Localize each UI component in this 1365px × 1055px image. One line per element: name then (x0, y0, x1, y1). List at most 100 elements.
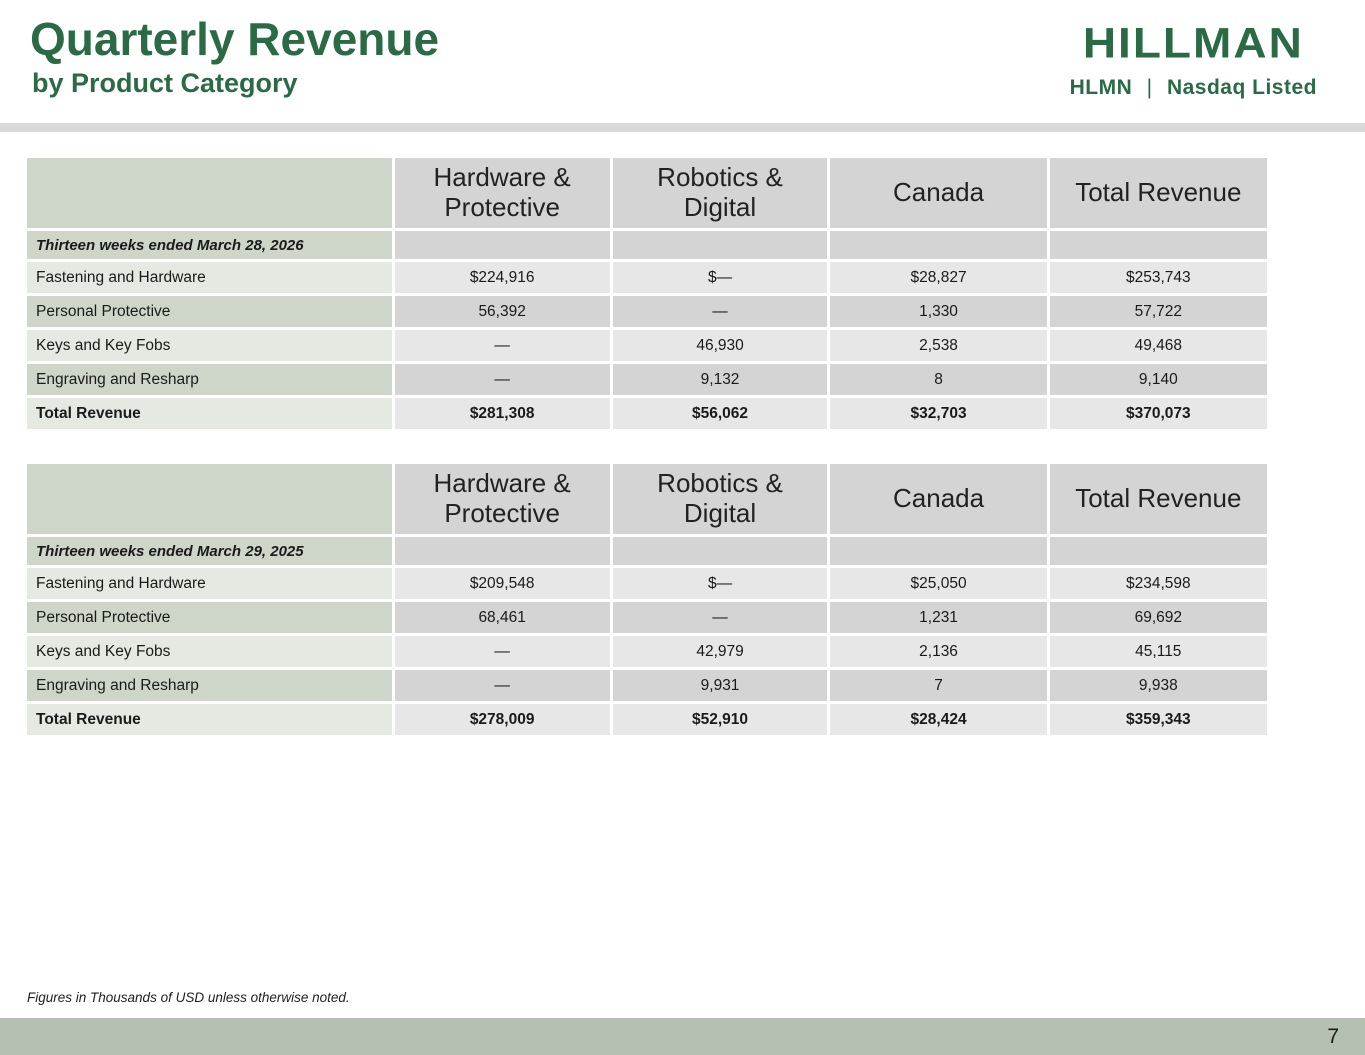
column-header: Canada (830, 464, 1047, 534)
cell-value: 69,692 (1049, 602, 1267, 633)
row-label: Keys and Key Fobs (27, 330, 392, 361)
column-header: Robotics & Digital (612, 158, 828, 228)
hillman-wordmark: HILLMAN (1082, 19, 1304, 67)
bottom-bar: 7 (0, 1018, 1365, 1055)
cell-value: 8 (830, 364, 1047, 395)
empty-cell (612, 537, 828, 565)
column-header: Canada (830, 158, 1047, 228)
total-value: $52,910 (612, 704, 828, 735)
row-label: Personal Protective (27, 296, 392, 327)
table-row: Total Revenue $278,009 $52,910 $28,424 $359,… (27, 704, 1267, 735)
cell-value: 7 (830, 670, 1047, 701)
table-row: Thirteen weeks ended March 28, 2026 (27, 231, 1267, 259)
revenue-table-1: Hardware & Protective Robotics & Digital C… (24, 155, 1270, 432)
column-header: Robotics & Digital (612, 464, 828, 534)
cell-value: 9,931 (612, 670, 828, 701)
cell-value: 1,231 (830, 602, 1047, 633)
cell-value: $28,827 (830, 262, 1047, 293)
cell-value: — (394, 364, 610, 395)
row-label: Fastening and Hardware (27, 262, 392, 293)
cell-value: 42,979 (612, 636, 828, 667)
cell-value: 2,136 (830, 636, 1047, 667)
cell-value: — (612, 602, 828, 633)
cell-value: — (394, 636, 610, 667)
row-label: Engraving and Resharp (27, 670, 392, 701)
total-value: $359,343 (1049, 704, 1267, 735)
cell-value: 1,330 (830, 296, 1047, 327)
table-row: Personal Protective 56,392—1,330 57,722 (27, 296, 1267, 327)
cell-value: 56,392 (394, 296, 610, 327)
table-row: Thirteen weeks ended March 29, 2025 (27, 537, 1267, 565)
cell-value: 9,938 (1049, 670, 1267, 701)
cell-value: $— (612, 568, 828, 599)
revenue-table-2: Hardware & Protective Robotics & Digital C… (24, 461, 1270, 738)
hillman-logo: HILLMAN HLMN | Nasdaq Listed (1070, 20, 1317, 100)
cell-value: 9,132 (612, 364, 828, 395)
total-value: $370,073 (1049, 398, 1267, 429)
period-label: Thirteen weeks ended March 29, 2025 (27, 537, 392, 565)
table-row: Personal Protective 68,461—1,231 69,692 (27, 602, 1267, 633)
cell-value: — (394, 670, 610, 701)
total-label: Total Revenue (27, 398, 392, 429)
period-label: Thirteen weeks ended March 28, 2026 (27, 231, 392, 259)
column-header: Hardware & Protective (394, 158, 610, 228)
page-number: 7 (1327, 1025, 1339, 1048)
cell-value: 57,722 (1049, 296, 1267, 327)
total-value: $281,308 (394, 398, 610, 429)
page-title: Quarterly Revenue (30, 13, 440, 65)
table-row: Total Revenue $281,308 $56,062 $32,703 $370,… (27, 398, 1267, 429)
nasdaq-listed-label: Nasdaq Listed (1166, 76, 1317, 99)
cell-value: $— (612, 262, 828, 293)
corner-cell (27, 158, 392, 228)
row-label: Keys and Key Fobs (27, 636, 392, 667)
cell-value: 68,461 (394, 602, 610, 633)
table-row: Hardware & Protective Robotics & Digital C… (27, 158, 1267, 228)
empty-cell (830, 537, 1047, 565)
table-row: Engraving and Resharp —9,931 7 9,938 (27, 670, 1267, 701)
cell-value: $209,548 (394, 568, 610, 599)
cell-value: $25,050 (830, 568, 1047, 599)
table-row: Fastening and Hardware $209,548 $— $25,050 $… (27, 568, 1267, 599)
cell-value: — (394, 330, 610, 361)
total-value: $278,009 (394, 704, 610, 735)
column-header: Total Revenue (1049, 464, 1267, 534)
cell-value: 46,930 (612, 330, 828, 361)
total-value: $32,703 (830, 398, 1047, 429)
table-row: Keys and Key Fobs —46,930 2,538 49,468 (27, 330, 1267, 361)
cell-value: 2,538 (830, 330, 1047, 361)
empty-cell (612, 231, 828, 259)
cell-value: 49,468 (1049, 330, 1267, 361)
empty-cell (1049, 231, 1267, 259)
cell-value: $224,916 (394, 262, 610, 293)
page-subtitle: by Product Category (32, 67, 298, 98)
table-row: Engraving and Resharp —9,132 8 9,140 (27, 364, 1267, 395)
empty-cell (394, 537, 610, 565)
header-divider (0, 123, 1365, 132)
total-value: $56,062 (612, 398, 828, 429)
cell-value: $234,598 (1049, 568, 1267, 599)
cell-value: $253,743 (1049, 262, 1267, 293)
cell-value: 9,140 (1049, 364, 1267, 395)
column-header: Total Revenue (1049, 158, 1267, 228)
total-value: $28,424 (830, 704, 1047, 735)
hillman-logo-subline: HLMN | Nasdaq Listed (1070, 76, 1317, 100)
table-row: Fastening and Hardware $224,916 $— $28,827 $… (27, 262, 1267, 293)
empty-cell (830, 231, 1047, 259)
total-label: Total Revenue (27, 704, 392, 735)
ticker-label: HLMN (1069, 76, 1133, 99)
row-label: Fastening and Hardware (27, 568, 392, 599)
table-row: Keys and Key Fobs —42,979 2,136 45,115 (27, 636, 1267, 667)
cell-value: 45,115 (1049, 636, 1267, 667)
table-row: Hardware & Protective Robotics & Digital C… (27, 464, 1267, 534)
slide-header: Quarterly Revenue by Product Category (30, 14, 439, 98)
row-label: Personal Protective (27, 602, 392, 633)
row-label: Engraving and Resharp (27, 364, 392, 395)
tables-area: Hardware & Protective Robotics & Digital C… (27, 158, 1267, 770)
footnote: Figures in Thousands of USD unless other… (27, 990, 350, 1005)
cell-value: — (612, 296, 828, 327)
corner-cell (27, 464, 392, 534)
ticker-separator: | (1146, 76, 1153, 99)
column-header: Hardware & Protective (394, 464, 610, 534)
empty-cell (394, 231, 610, 259)
